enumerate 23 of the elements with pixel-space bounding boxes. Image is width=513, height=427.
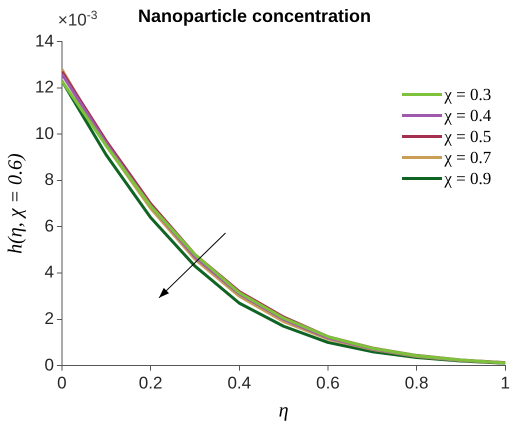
y-tick-label: 4	[44, 262, 54, 282]
y-tick-label: 2	[44, 309, 54, 328]
chart-title: Nanoparticle concentration	[138, 6, 372, 26]
y-tick-label: 6	[44, 216, 54, 236]
y-tick-label: 12	[34, 78, 54, 97]
legend-label: χ = 0.3	[444, 84, 492, 105]
x-tick-label: 0	[57, 373, 67, 392]
legend-label: χ = 0.7	[444, 146, 492, 168]
legend-label: χ = 0.9	[444, 168, 492, 189]
text: ×10$^{-3}$	[58, 8, 98, 30]
x-tick-label: 0.4	[227, 373, 252, 392]
legend-label: χ = 0.5	[444, 126, 492, 147]
x-tick-label: 1	[500, 373, 510, 392]
x-tick-label: 0.2	[138, 373, 162, 392]
y-tick-label: 14	[34, 31, 54, 50]
y-tick-label: 0	[44, 355, 54, 374]
y-tick-label: 8	[44, 170, 54, 190]
legend-label: χ = 0.4	[444, 104, 492, 126]
x-axis-title: η	[278, 399, 289, 422]
y-tick-label: 10	[34, 124, 54, 143]
y-axis-title: h(η, χ = 0.6)	[4, 152, 26, 254]
x-tick-label: 0.8	[404, 373, 428, 392]
x-tick-label: 0.6	[316, 373, 340, 392]
